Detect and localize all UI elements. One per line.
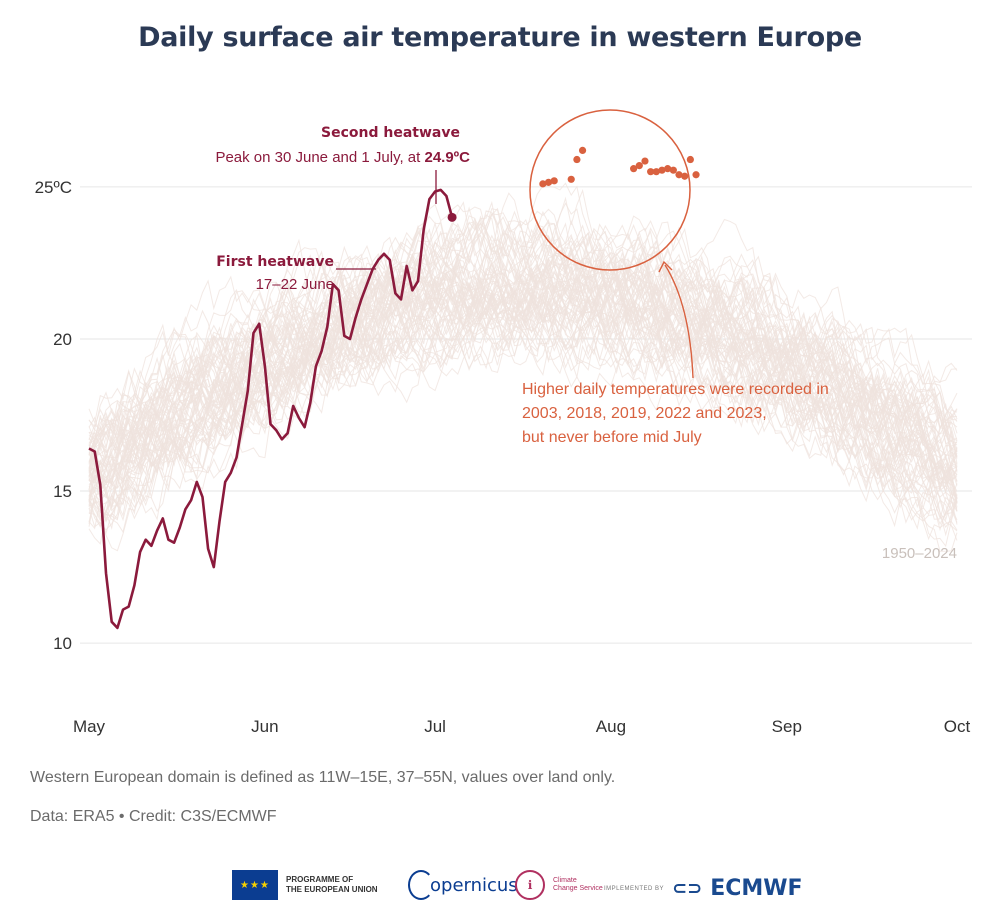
record-point <box>635 162 643 170</box>
eu-flag-icon: ★★★ <box>232 870 278 900</box>
record-note-line-2: 2003, 2018, 2019, 2022 and 2023, <box>522 405 767 422</box>
historical-year-line <box>88 277 958 501</box>
record-point <box>669 166 677 174</box>
record-point <box>664 165 672 173</box>
record-pointer-arrowhead <box>658 260 673 273</box>
x-tick-label: Oct <box>944 717 971 736</box>
record-point <box>692 171 700 179</box>
implemented-by-text: IMPLEMENTED BY <box>604 885 665 892</box>
record-point <box>647 168 655 176</box>
record-point <box>544 178 553 186</box>
x-tick-layer: May Jun Jul Aug Sep Oct <box>73 717 971 736</box>
record-note-line-1: Higher daily temperatures were recorded … <box>522 381 829 398</box>
record-note-line-3: but never before mid July <box>522 429 702 446</box>
historical-year-line <box>88 287 958 541</box>
credit-note: Data: ERA5 • Credit: C3S/ECMWF <box>30 808 277 825</box>
historical-year-line <box>88 277 958 523</box>
annotation-layer: 1950–2024 Second heatwave Peak on 30 Jun… <box>215 109 957 562</box>
domain-note: Western European domain is defined as 11… <box>30 769 616 786</box>
x-tick-label: Jun <box>251 717 278 736</box>
series-2025-line <box>88 188 454 630</box>
record-point <box>652 168 660 176</box>
temperature-chart: 25ºC 20 15 10 May Jun Jul Aug Sep Oct 1950–2024 … <box>35 109 972 736</box>
record-point <box>573 155 581 164</box>
copernicus-logo: opernicus <box>408 870 518 900</box>
historical-year-line <box>88 251 958 508</box>
record-point <box>686 155 694 164</box>
ecmwf-wordmark: ECMWF <box>710 876 803 901</box>
historical-year-line <box>88 260 958 492</box>
historical-year-line <box>88 218 958 465</box>
record-point <box>675 171 683 179</box>
ecmwf-arrows-icon: ⊂⊃ <box>672 878 703 898</box>
copernicus-wordmark: opernicus <box>430 874 518 896</box>
historical-year-line <box>88 277 958 541</box>
second-heatwave-text: Peak on 30 June and 1 July, at 24.9ºC <box>215 149 470 166</box>
record-point <box>567 175 575 183</box>
copernicus-c-icon <box>408 870 434 900</box>
c3s-thermometer-icon: ℹ <box>515 870 545 900</box>
record-point <box>641 157 649 165</box>
record-pointer-arrow <box>664 264 694 379</box>
c3s-text: Climate Change Service <box>553 877 603 892</box>
historical-year-line <box>88 188 958 454</box>
record-point <box>681 172 689 180</box>
record-points-layer <box>539 146 700 188</box>
historical-year-line <box>88 215 958 454</box>
y-tick-label: 20 <box>53 330 72 349</box>
record-point <box>630 165 638 173</box>
chart-title: Daily surface air temperature in western… <box>138 22 862 53</box>
ecmwf-logo: IMPLEMENTED BY ⊂⊃ ECMWF <box>604 876 803 901</box>
historical-year-line <box>88 230 958 477</box>
x-tick-label: Sep <box>772 717 802 736</box>
second-heatwave-detail: Peak on 30 June and 1 July, at <box>215 149 424 166</box>
y-tick-label: 10 <box>53 634 72 653</box>
historical-year-line <box>88 241 958 473</box>
series-2025-layer <box>88 188 457 630</box>
x-tick-label: Jul <box>424 717 446 736</box>
historical-year-line <box>88 291 958 530</box>
eu-programme-text: PROGRAMME OF THE EUROPEAN UNION <box>286 875 378 894</box>
historical-year-line <box>88 214 958 468</box>
record-point <box>658 166 666 174</box>
historical-year-line <box>88 221 958 453</box>
y-tick-label: 15 <box>53 482 72 501</box>
historical-year-line <box>88 239 958 464</box>
historical-year-line <box>88 284 958 532</box>
historical-year-line <box>88 219 958 454</box>
historical-year-line <box>88 223 958 454</box>
c3s-logo: ℹ Climate Change Service <box>515 870 613 900</box>
historical-year-line <box>88 235 958 471</box>
record-note: Higher daily temperatures were recorded … <box>522 381 833 446</box>
x-tick-label: May <box>73 717 106 736</box>
y-tick-layer: 25ºC 20 15 10 <box>35 178 72 653</box>
x-tick-label: Aug <box>596 717 626 736</box>
record-point <box>578 146 587 155</box>
historical-range-label: 1950–2024 <box>882 545 957 562</box>
record-point <box>539 180 547 188</box>
eu-logo: ★★★ PROGRAMME OF THE EUROPEAN UNION <box>232 870 396 900</box>
y-tick-label: 25ºC <box>35 178 72 197</box>
historical-year-line <box>88 267 958 523</box>
second-heatwave-heading: Second heatwave <box>321 125 460 141</box>
historical-year-line <box>88 251 958 516</box>
second-heatwave-value: 24.9ºC <box>424 149 470 166</box>
historical-year-line <box>88 264 958 529</box>
record-point <box>550 177 558 185</box>
first-heatwave-text: 17–22 June <box>256 276 334 293</box>
historical-series-layer <box>88 182 958 552</box>
footer-logos: ★★★ PROGRAMME OF THE EUROPEAN UNION opern… <box>0 860 1000 910</box>
first-heatwave-heading: First heatwave <box>216 254 334 270</box>
record-highlight-circle <box>529 109 691 271</box>
series-2025-last-point <box>447 212 457 222</box>
